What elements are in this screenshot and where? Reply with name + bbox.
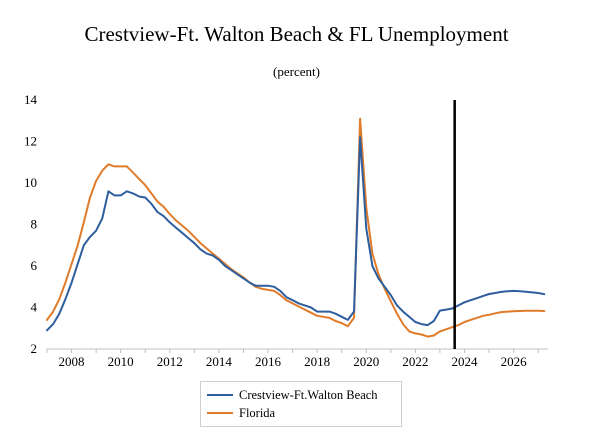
x-tick-label: 2008 [59, 354, 85, 369]
x-tick-label: 2020 [353, 354, 379, 369]
series-line-1 [46, 117, 546, 338]
legend-swatch-series-0 [207, 394, 233, 396]
series-line-0 [46, 136, 546, 332]
chart-subtitle: (percent) [273, 64, 320, 79]
x-tick-label: 2018 [304, 354, 330, 369]
x-tick-label: 2022 [402, 354, 428, 369]
y-tick-label: 8 [31, 217, 38, 232]
x-axis: 2008 2010 2012 2014 2016 2018 2020 2022 2024 2026 [46, 348, 548, 369]
x-tick-label: 2012 [157, 354, 183, 369]
legend: Crestview-Ft.Walton Beach Florida [200, 381, 402, 427]
x-tick-label: 2026 [501, 354, 528, 369]
y-axis: 2 4 6 8 10 12 14 [24, 92, 38, 356]
legend-label-series-1: Florida [239, 405, 276, 420]
y-tick-label: 10 [24, 175, 37, 190]
y-tick-label: 12 [24, 134, 37, 149]
legend-label-series-0: Crestview-Ft.Walton Beach [239, 387, 378, 402]
y-tick-label: 6 [31, 258, 38, 273]
y-tick-label: 4 [31, 300, 38, 315]
legend-item-series-0: Crestview-Ft.Walton Beach [207, 386, 378, 404]
x-tick-label: 2010 [108, 354, 134, 369]
chart-title: Crestview-Ft. Walton Beach & FL Unemploy… [84, 22, 509, 46]
x-tick-label: 2014 [206, 354, 233, 369]
y-tick-label: 2 [31, 341, 38, 356]
series-layer [46, 117, 546, 338]
y-tick-label: 14 [24, 92, 38, 107]
x-tick-label: 2024 [452, 354, 479, 369]
legend-item-series-1: Florida [207, 404, 275, 422]
x-tick-label: 2016 [255, 354, 282, 369]
legend-swatch-series-1 [207, 412, 233, 414]
